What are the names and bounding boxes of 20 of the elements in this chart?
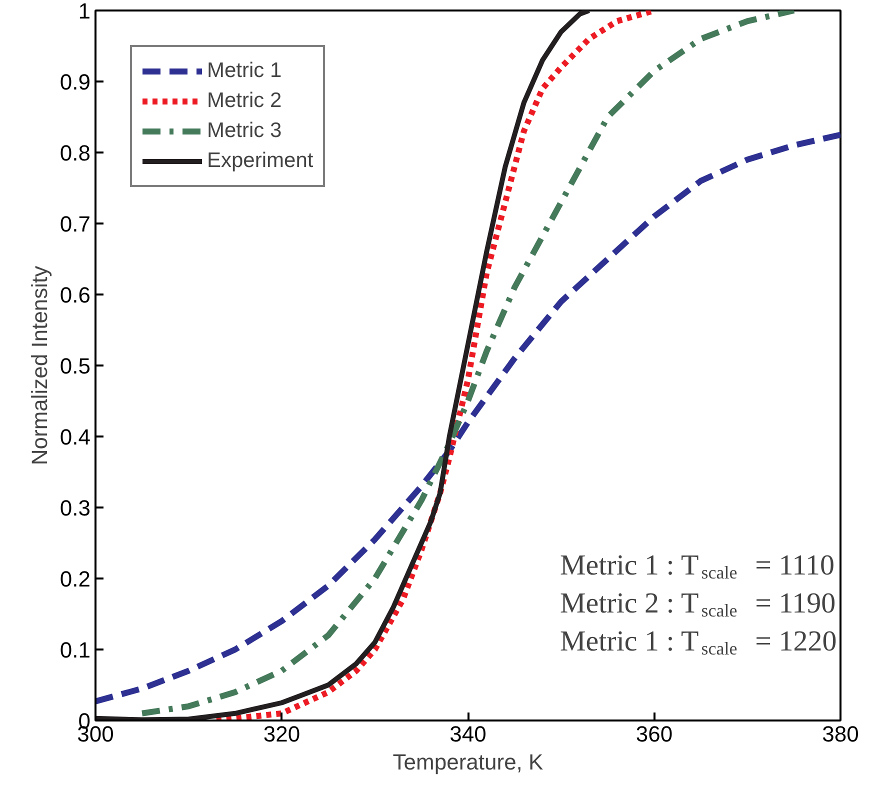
x-tick-label: 340: [450, 722, 486, 746]
y-tick-label: 0.5: [60, 354, 91, 378]
y-tick-label: 0.2: [60, 566, 91, 592]
y-tick-label: 0.9: [60, 70, 91, 94]
y-tick-label: 0.8: [60, 140, 91, 166]
legend-label: Metric 2: [207, 88, 282, 114]
legend-label: Experiment: [207, 148, 314, 174]
y-tick-label: 0.1: [60, 638, 91, 662]
y-tick-label: 0.6: [60, 282, 91, 308]
x-tick-label: 380: [822, 722, 859, 746]
legend-label: Metric 1: [207, 58, 282, 84]
y-axis-title: Normalized Intensity: [26, 266, 52, 466]
y-tick-label: 0.7: [60, 212, 91, 236]
y-tick-label: 1: [78, 0, 91, 24]
x-axis-title: Temperature, K: [392, 750, 544, 774]
y-tick-label: 0.3: [60, 496, 91, 520]
x-tick-label: 360: [636, 722, 673, 746]
y-tick-label: 0.4: [60, 424, 91, 450]
x-tick-label: 320: [263, 722, 300, 746]
legend-label: Metric 3: [207, 118, 282, 144]
